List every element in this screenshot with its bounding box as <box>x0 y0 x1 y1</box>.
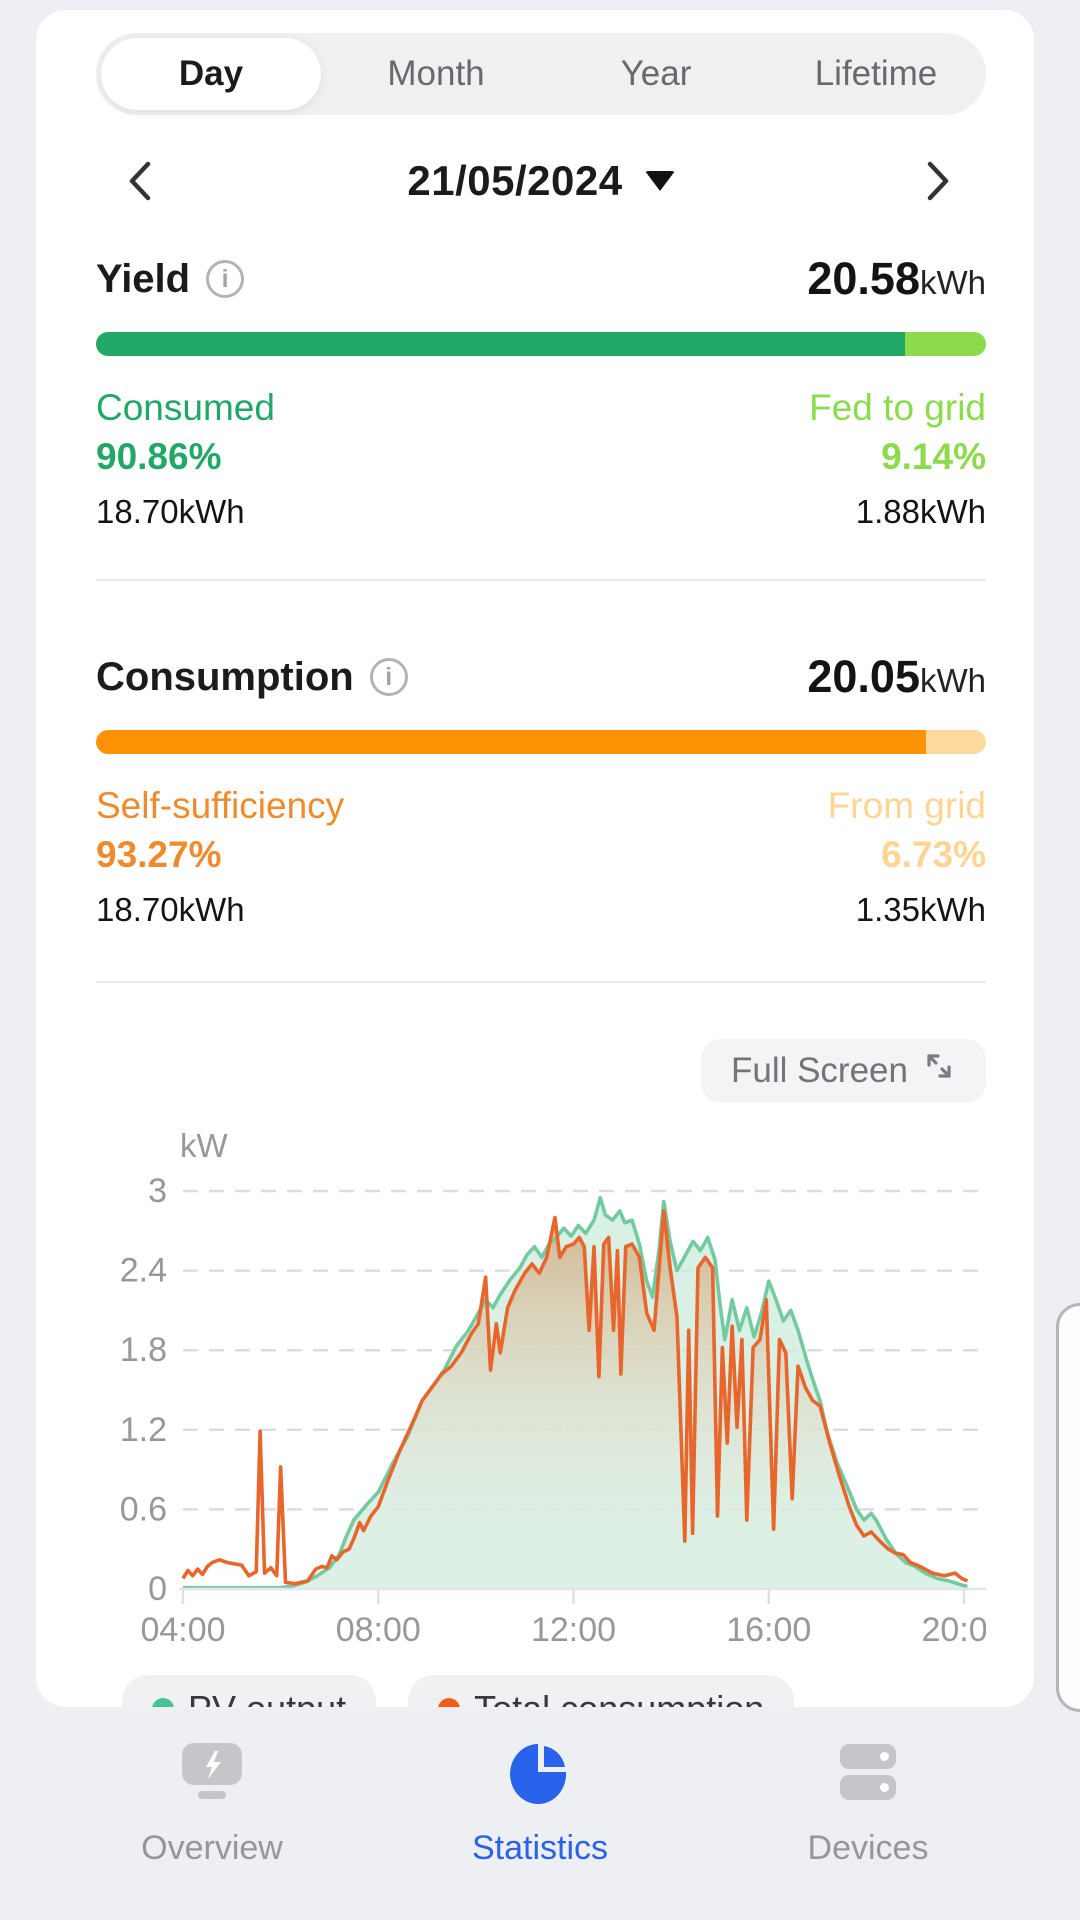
full-screen-label: Full Screen <box>730 1051 908 1090</box>
devices-icon <box>840 1744 896 1800</box>
fed-to-grid-percent: 9.14% <box>881 436 986 477</box>
pie-chart-icon <box>510 1744 567 1804</box>
svg-text:08:00: 08:00 <box>336 1611 421 1649</box>
fed-to-grid-value: 1.88kWh <box>855 493 986 530</box>
chart-legend: PV output Total consumption <box>122 1675 986 1707</box>
date-dropdown-icon[interactable] <box>644 171 675 191</box>
chevron-right-icon <box>927 161 949 201</box>
consumed-label: Consumed <box>96 387 275 428</box>
nav-devices-label: Devices <box>807 1829 929 1867</box>
fed-to-grid-label: Fed to grid <box>809 387 986 428</box>
self-sufficiency-label: Self-sufficiency <box>96 785 345 826</box>
self-sufficiency-percent: 93.27% <box>96 834 222 875</box>
section-divider <box>96 579 986 581</box>
pv-output-dot-icon <box>152 1698 174 1707</box>
yield-unit: kWh <box>920 264 986 301</box>
svg-text:0.6: 0.6 <box>120 1490 167 1528</box>
nav-overview-label: Overview <box>141 1829 283 1867</box>
nav-statistics[interactable]: Statistics <box>420 1743 660 1868</box>
fed-to-grid-column: Fed to grid 9.14% 1.88kWh <box>809 384 986 539</box>
svg-text:1.8: 1.8 <box>120 1331 167 1369</box>
svg-text:20:00: 20:00 <box>921 1611 986 1649</box>
consumption-bar-fill <box>96 730 927 754</box>
svg-text:0: 0 <box>148 1570 167 1608</box>
svg-text:04:00: 04:00 <box>140 1611 225 1649</box>
nav-statistics-label: Statistics <box>471 1829 609 1867</box>
tab-year[interactable]: Year <box>620 54 692 93</box>
self-sufficiency-column: Self-sufficiency 93.27% 18.70kWh <box>96 782 344 937</box>
consumption-value: 20.05kWh <box>807 651 986 702</box>
consumption-breakdown: Self-sufficiency 93.27% 18.70kWh From gr… <box>96 782 986 937</box>
consumption-title: Consumption <box>96 654 354 699</box>
svg-text:kW: kW <box>180 1131 229 1164</box>
legend-pv-output[interactable]: PV output <box>122 1675 377 1707</box>
side-panel-handle[interactable] <box>1056 1303 1080 1712</box>
next-day-button[interactable] <box>918 161 958 201</box>
line-chart-canvas[interactable]: kW 0 0.6 1.2 1.8 2.4 3 04:00 08:00 12:00 16:00 20:0… <box>96 1127 1007 1651</box>
svg-text:12:00: 12:00 <box>531 1611 616 1649</box>
statistics-card: Day Month Year Lifetime 21/05/2024 Yield… <box>36 10 1034 1707</box>
svg-text:16:00: 16:00 <box>726 1611 811 1649</box>
consumed-value: 18.70kWh <box>96 493 245 530</box>
from-grid-percent: 6.73% <box>881 834 986 875</box>
yield-header: Yield i 20.58kWh <box>96 253 986 305</box>
consumption-unit: kWh <box>920 662 986 699</box>
yield-value: 20.58kWh <box>807 253 986 304</box>
svg-text:1.2: 1.2 <box>120 1411 167 1449</box>
selected-date[interactable]: 21/05/2024 <box>407 157 623 204</box>
inverter-icon <box>182 1743 242 1799</box>
from-grid-column: From grid 6.73% 1.35kWh <box>828 782 986 937</box>
consumption-header: Consumption i 20.05kWh <box>96 651 986 703</box>
legend-total-consumption[interactable]: Total consumption <box>408 1675 795 1707</box>
from-grid-value: 1.35kWh <box>855 891 986 928</box>
from-grid-label: From grid <box>827 785 986 826</box>
consumed-percent: 90.86% <box>96 436 222 477</box>
yield-info-icon[interactable]: i <box>206 260 245 298</box>
svg-text:2.4: 2.4 <box>120 1252 167 1290</box>
date-navigation: 21/05/2024 <box>96 157 986 205</box>
self-sufficiency-value: 18.70kWh <box>96 891 245 928</box>
full-screen-button[interactable]: Full Screen <box>700 1039 986 1103</box>
consumption-bar <box>96 730 986 754</box>
legend-pv-label: PV output <box>188 1688 346 1707</box>
total-consumption-dot-icon <box>438 1698 461 1707</box>
chevron-left-icon <box>129 161 151 201</box>
yield-bar-fill <box>96 332 905 356</box>
nav-devices[interactable]: Devices <box>748 1743 988 1868</box>
consumption-info-icon[interactable]: i <box>369 658 408 696</box>
yield-breakdown: Consumed 90.86% 18.70kWh Fed to grid 9.1… <box>96 384 986 539</box>
yield-bar <box>96 332 986 356</box>
power-chart[interactable]: kW 0 0.6 1.2 1.8 2.4 3 04:00 08:00 12:00 16:00 20:0… <box>96 1127 1007 1656</box>
section-divider <box>96 981 986 983</box>
period-tabs: Day Month Year Lifetime <box>96 33 986 115</box>
legend-consumption-label: Total consumption <box>474 1688 764 1707</box>
yield-title: Yield <box>96 256 191 301</box>
tab-lifetime[interactable]: Lifetime <box>814 54 938 93</box>
nav-overview[interactable]: Overview <box>92 1743 332 1868</box>
expand-icon <box>927 1054 951 1078</box>
tab-day[interactable]: Day <box>101 38 321 110</box>
svg-text:3: 3 <box>148 1172 167 1210</box>
consumed-column: Consumed 90.86% 18.70kWh <box>96 384 275 539</box>
tab-month[interactable]: Month <box>387 54 485 93</box>
previous-day-button[interactable] <box>120 161 160 201</box>
bottom-navigation: Overview Statistics Devices <box>0 1707 1080 1920</box>
